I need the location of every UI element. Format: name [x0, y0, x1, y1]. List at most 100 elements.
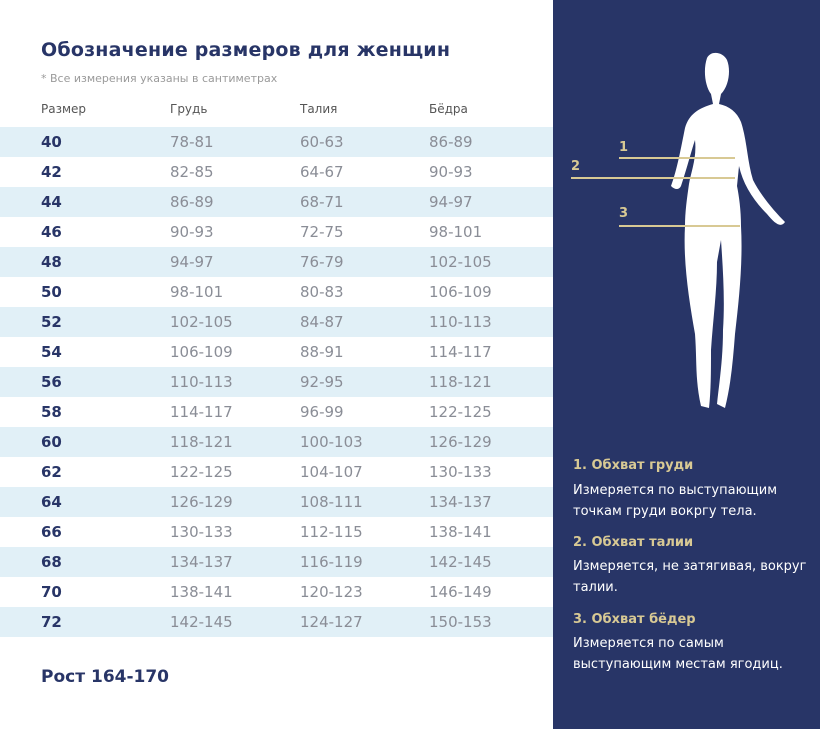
hips-cell: 138-141: [429, 523, 492, 541]
woman-silhouette-icon: [671, 52, 785, 409]
table-row: 44 86-89 68-71 94-97: [0, 187, 553, 217]
size-cell: 70: [41, 583, 62, 601]
column-header-size: Размер: [41, 102, 87, 116]
hips-cell: 86-89: [429, 133, 473, 151]
waist-cell: 124-127: [300, 613, 363, 631]
hips-cell: 106-109: [429, 283, 492, 301]
bust-cell: 114-117: [170, 403, 233, 421]
hips-description: Измеряется по самым выступающим местам я…: [573, 636, 783, 672]
hips-cell: 114-117: [429, 343, 492, 361]
bust-cell: 110-113: [170, 373, 233, 391]
hips-line: [619, 225, 740, 227]
hips-cell: 150-153: [429, 613, 492, 631]
hips-cell: 102-105: [429, 253, 492, 271]
table-row: 52 102-105 84-87 110-113: [0, 307, 553, 337]
mark-3-label: 3: [619, 206, 629, 221]
waist-cell: 92-95: [300, 373, 344, 391]
waist-cell: 120-123: [300, 583, 363, 601]
bust-cell: 86-89: [170, 193, 214, 211]
size-cell: 48: [41, 253, 62, 271]
table-row: 42 82-85 64-67 90-93: [0, 157, 553, 187]
bust-cell: 118-121: [170, 433, 233, 451]
hips-cell: 98-101: [429, 223, 483, 241]
table-row: 66 130-133 112-115 138-141: [0, 517, 553, 547]
hips-cell: 142-145: [429, 553, 492, 571]
units-note: * Все измерения указаны в сантиметрах: [41, 72, 278, 85]
measurement-panel: 1 2 3 1. Обхват груди Измеряется по выст…: [553, 0, 820, 729]
table-row: 50 98-101 80-83 106-109: [0, 277, 553, 307]
size-cell: 66: [41, 523, 62, 541]
size-cell: 68: [41, 553, 62, 571]
table-row: 68 134-137 116-119 142-145: [0, 547, 553, 577]
size-cell: 40: [41, 133, 62, 151]
bust-cell: 106-109: [170, 343, 233, 361]
hips-cell: 134-137: [429, 493, 492, 511]
bust-cell: 90-93: [170, 223, 214, 241]
bust-cell: 94-97: [170, 253, 214, 271]
size-cell: 62: [41, 463, 62, 481]
size-cell: 56: [41, 373, 62, 391]
size-cell: 50: [41, 283, 62, 301]
bust-line: [619, 157, 735, 159]
table-row: 56 110-113 92-95 118-121: [0, 367, 553, 397]
size-cell: 58: [41, 403, 62, 421]
size-cell: 46: [41, 223, 62, 241]
waist-cell: 60-63: [300, 133, 344, 151]
waist-cell: 112-115: [300, 523, 363, 541]
table-row: 58 114-117 96-99 122-125: [0, 397, 553, 427]
bust-cell: 130-133: [170, 523, 233, 541]
size-cell: 54: [41, 343, 62, 361]
waist-cell: 64-67: [300, 163, 344, 181]
size-cell: 60: [41, 433, 62, 451]
bust-cell: 134-137: [170, 553, 233, 571]
bust-cell: 126-129: [170, 493, 233, 511]
column-header-bust: Грудь: [170, 102, 208, 116]
waist-cell: 68-71: [300, 193, 344, 211]
mark-1-label: 1: [619, 140, 629, 155]
size-cell: 44: [41, 193, 62, 211]
waist-cell: 116-119: [300, 553, 363, 571]
waist-cell: 84-87: [300, 313, 344, 331]
table-row: 60 118-121 100-103 126-129: [0, 427, 553, 457]
bust-cell: 102-105: [170, 313, 233, 331]
waist-description: Измеряется, не затягивая, вокруг талии.: [573, 559, 807, 595]
waist-line: [571, 177, 735, 179]
hips-cell: 110-113: [429, 313, 492, 331]
bust-cell: 98-101: [170, 283, 224, 301]
waist-cell: 80-83: [300, 283, 344, 301]
column-header-waist: Талия: [300, 102, 338, 116]
size-cell: 72: [41, 613, 62, 631]
table-row: 40 78-81 60-63 86-89: [0, 127, 553, 157]
table-row: 54 106-109 88-91 114-117: [0, 337, 553, 367]
waist-cell: 108-111: [300, 493, 363, 511]
waist-cell: 72-75: [300, 223, 344, 241]
bust-cell: 78-81: [170, 133, 214, 151]
bust-cell: 82-85: [170, 163, 214, 181]
hips-cell: 130-133: [429, 463, 492, 481]
size-cell: 42: [41, 163, 62, 181]
hips-cell: 90-93: [429, 163, 473, 181]
page-title: Обозначение размеров для женщин: [41, 39, 451, 61]
bust-cell: 142-145: [170, 613, 233, 631]
hips-heading: 3. Обхват бёдер: [573, 612, 696, 627]
waist-cell: 76-79: [300, 253, 344, 271]
hips-cell: 122-125: [429, 403, 492, 421]
size-cell: 64: [41, 493, 62, 511]
table-row: 64 126-129 108-111 134-137: [0, 487, 553, 517]
mark-2-label: 2: [571, 159, 581, 174]
hips-cell: 126-129: [429, 433, 492, 451]
bust-cell: 122-125: [170, 463, 233, 481]
height-label: Рост 164-170: [41, 667, 170, 687]
waist-heading: 2. Обхват талии: [573, 535, 694, 550]
bust-cell: 138-141: [170, 583, 233, 601]
table-row: 70 138-141 120-123 146-149: [0, 577, 553, 607]
hips-cell: 146-149: [429, 583, 492, 601]
waist-cell: 96-99: [300, 403, 344, 421]
table-row: 72 142-145 124-127 150-153: [0, 607, 553, 637]
waist-cell: 104-107: [300, 463, 363, 481]
waist-cell: 100-103: [300, 433, 363, 451]
hips-cell: 94-97: [429, 193, 473, 211]
table-row: 48 94-97 76-79 102-105: [0, 247, 553, 277]
size-cell: 52: [41, 313, 62, 331]
waist-cell: 88-91: [300, 343, 344, 361]
